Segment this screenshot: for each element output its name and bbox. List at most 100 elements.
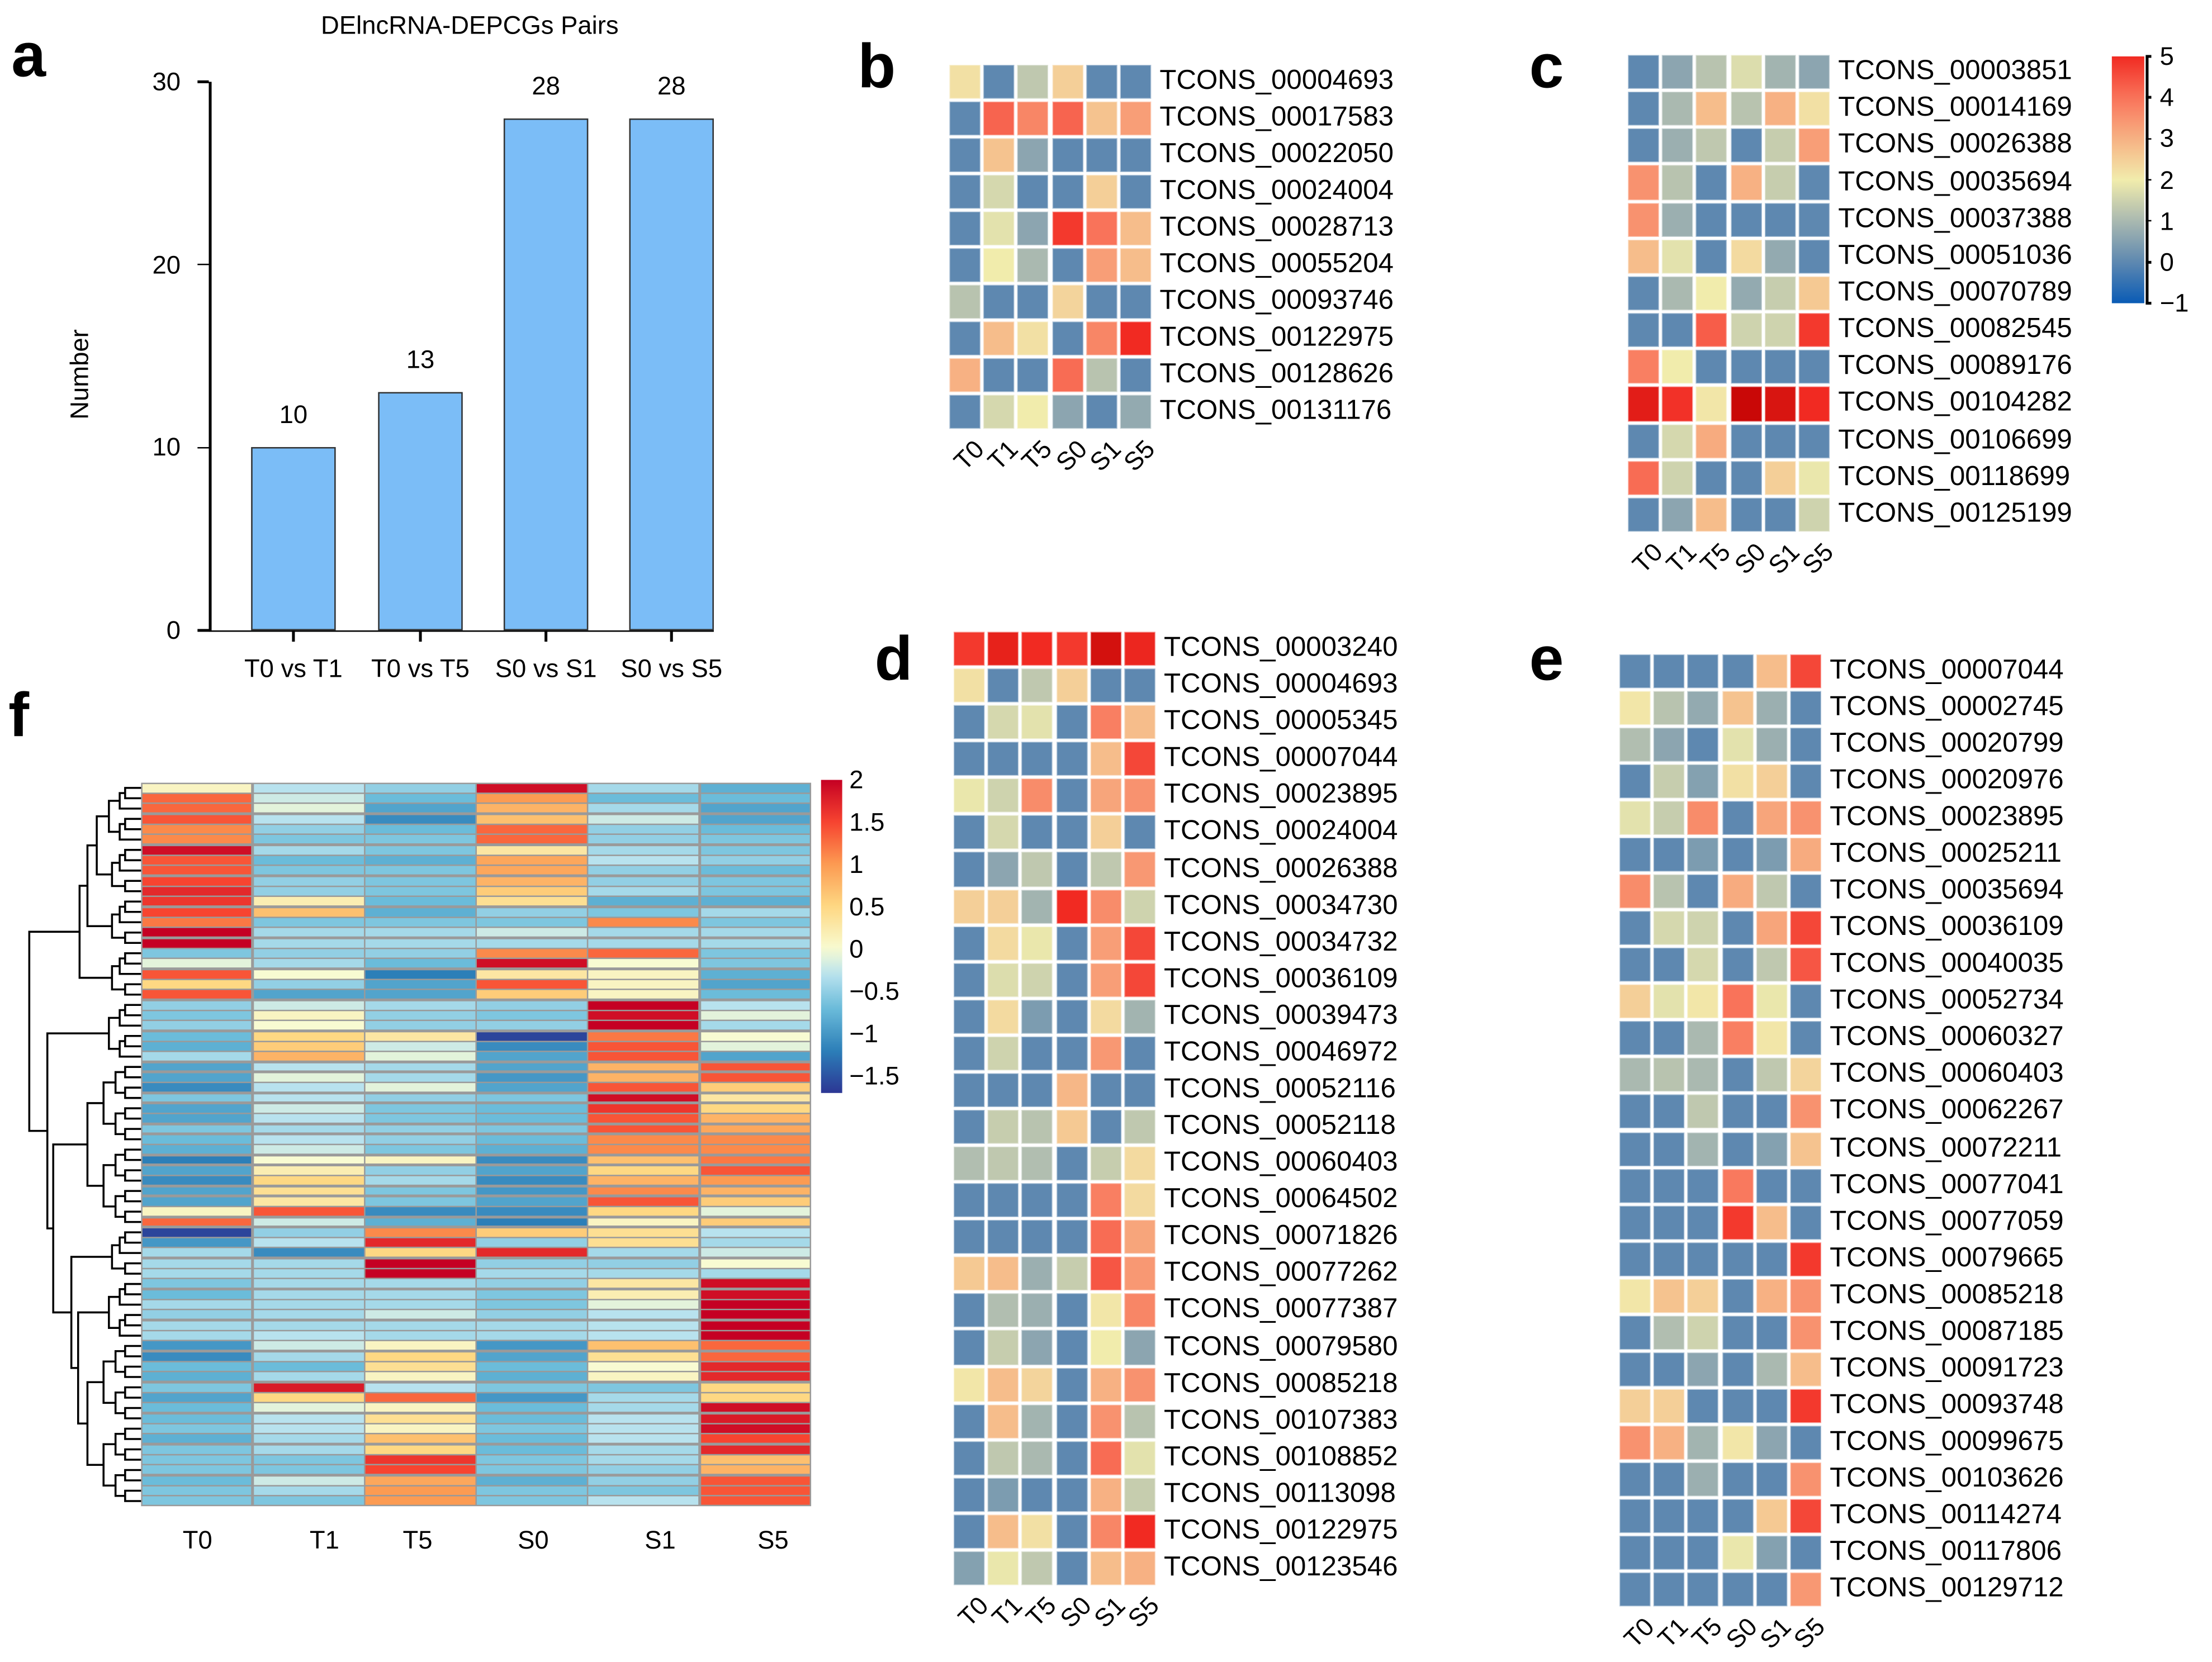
heatmap-cell [1688,875,1719,909]
heatmap-cell [365,1207,475,1216]
heatmap-cell [589,908,699,917]
heatmap-cell [142,1321,252,1330]
dendrogram-branch [124,1407,141,1419]
heatmap-cell [953,889,985,923]
heatmap-cell [253,1207,364,1216]
heatmap-cell [1619,1425,1651,1460]
heatmap-cell [700,814,811,823]
heatmap-cell [700,1352,811,1361]
heatmap-cell [1722,1278,1753,1313]
heatmap-cell [1124,1367,1155,1402]
heatmap-cell [253,1455,364,1464]
heatmap-cell [1051,101,1083,136]
heatmap-cell [1756,911,1787,946]
y-tick-label: 20 [152,250,181,279]
heatmap-cell [1090,1441,1121,1475]
heatmap-cell [365,1021,475,1030]
heatmap-cell [477,1414,587,1423]
colorbar-tick-label: 4 [2159,83,2174,112]
row-label: TCONS_00003240 [1163,631,1398,663]
heatmap-cell [1764,202,1796,237]
colorbar-tick-label: 2 [2159,165,2174,194]
heatmap-cell [1756,1462,1787,1497]
heatmap-cell [1798,92,1830,126]
heatmap-cell [253,1486,364,1495]
heatmap-cell [477,1362,587,1371]
heatmap-cell [1730,129,1762,163]
heatmap-cell [1021,1367,1053,1402]
y-tick-label: 10 [152,433,181,462]
heatmap-cell [477,1373,587,1381]
heatmap-cell [1688,1058,1719,1093]
heatmap-cell [1688,911,1719,946]
x-tick [292,630,295,642]
heatmap-cell [142,1228,252,1237]
heatmap-cell [1021,1441,1053,1475]
heatmap-cell [1688,1095,1719,1129]
dendrogram-branch [124,1489,141,1502]
heatmap-cell [1628,276,1660,311]
heatmap-cell [700,1300,811,1309]
heatmap-cell [365,1114,475,1123]
bar-value-label: 28 [532,72,560,100]
heatmap-cell [365,1435,475,1443]
heatmap-cell [1055,1478,1087,1512]
heatmap-cell [1124,1330,1155,1365]
heatmap-cell [477,1145,587,1154]
dendrogram-branch [124,1169,141,1182]
heatmap-cell [1662,165,1694,200]
heatmap-cell [365,1352,475,1361]
dendrogram-branch [119,1288,141,1306]
panel-label-b: b [858,32,896,102]
heatmap-cell [477,1424,587,1433]
dendrogram-branch [119,1236,141,1254]
heatmap-cell [365,876,475,885]
heatmap-cell [142,1373,252,1381]
row-label: TCONS_00093746 [1159,284,1394,316]
heatmap-cell [1124,1551,1155,1585]
heatmap-cell [1086,321,1117,355]
heatmap-cell [1764,165,1796,200]
heatmap-cell [365,1186,475,1195]
heatmap-cell [983,321,1015,355]
column-label: S5 [1122,1591,1164,1633]
heatmap-cell [365,804,475,813]
heatmap-cell [1090,631,1121,666]
heatmap-cell [1086,248,1117,282]
heatmap-cell [253,846,364,854]
heatmap-cell [477,1042,587,1051]
colorbar-tick-label: −1 [2159,289,2189,317]
heatmap-cell [700,1465,811,1474]
heatmap-cell [1722,764,1753,799]
heatmap-cell [1619,1022,1651,1056]
heatmap-cell [589,1062,699,1071]
heatmap-cell [1722,1242,1753,1276]
heatmap-cell [253,1073,364,1082]
heatmap-cell [253,1414,364,1423]
heatmap-cell [987,1367,1019,1402]
y-tick [197,80,209,83]
heatmap-cell [253,897,364,906]
heatmap-cell [1722,875,1753,909]
row-label: TCONS_00007044 [1830,654,2064,686]
heatmap-cell [589,1321,699,1330]
dendrogram-branch [102,1360,116,1404]
heatmap-cell [1722,691,1753,725]
heatmap-cell [700,804,811,813]
heatmap-cell [1790,801,1821,835]
row-label: TCONS_00085218 [1163,1367,1398,1399]
heatmap-cell [1628,387,1660,421]
heatmap-cell [1124,1146,1155,1181]
heatmap-cell [987,926,1019,960]
heatmap-cell [983,65,1015,99]
heatmap-cell [1662,202,1694,237]
heatmap-cell [1021,1257,1053,1291]
heatmap-cell [477,1342,587,1350]
row-label: TCONS_00020799 [1830,728,2064,759]
heatmap-cell [589,1238,699,1247]
heatmap-cell [953,1073,985,1107]
heatmap-cell [1764,55,1796,89]
heatmap-cell [365,1465,475,1474]
heatmap-cell [1798,239,1830,274]
row-label: TCONS_00107383 [1163,1404,1398,1436]
